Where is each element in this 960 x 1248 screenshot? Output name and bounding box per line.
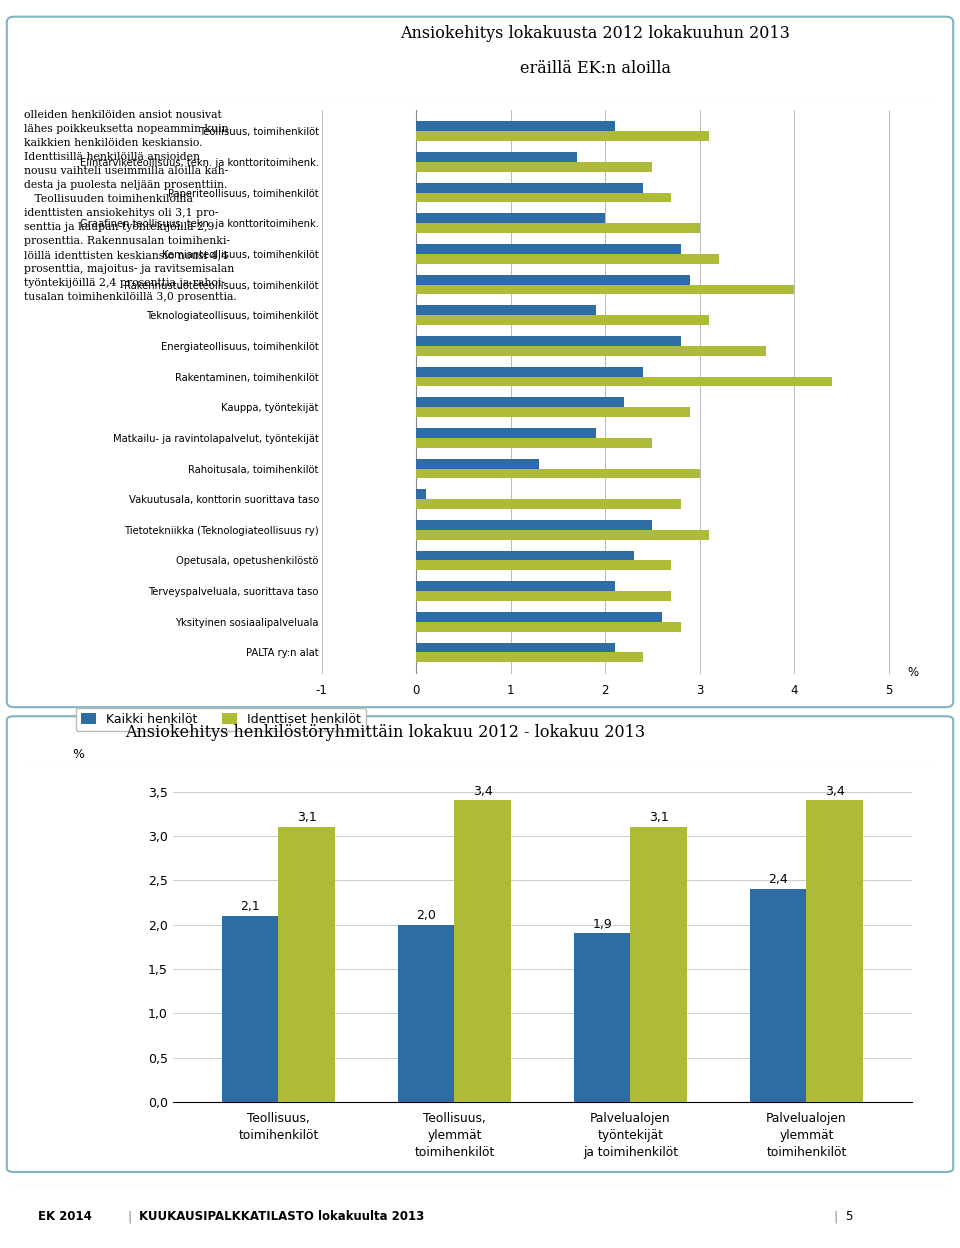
- Bar: [416, 285, 794, 295]
- Text: %: %: [907, 666, 919, 679]
- Bar: [416, 336, 681, 346]
- Bar: [416, 253, 719, 263]
- Legend: Kaikki henkilöt, Identtiset henkilöt: Kaikki henkilöt, Identtiset henkilöt: [76, 708, 366, 731]
- Bar: [416, 316, 709, 324]
- Bar: [416, 162, 653, 172]
- Bar: [416, 468, 700, 478]
- Text: EK 2014: EK 2014: [38, 1211, 92, 1223]
- FancyBboxPatch shape: [7, 716, 953, 1172]
- Text: 2,1: 2,1: [240, 900, 260, 914]
- Text: 2,0: 2,0: [417, 909, 436, 922]
- Bar: [416, 245, 681, 253]
- Bar: [416, 152, 577, 162]
- Bar: [416, 612, 661, 622]
- Text: KUUKAUSIPALKKATILASTO lokakuulta 2013: KUUKAUSIPALKKATILASTO lokakuulta 2013: [139, 1211, 424, 1223]
- Bar: [416, 582, 614, 592]
- Text: Ansiokehitys henkilöstöryhmittäin lokakuu 2012 - lokakuu 2013: Ansiokehitys henkilöstöryhmittäin lokaku…: [125, 724, 645, 741]
- Bar: [416, 459, 539, 468]
- Bar: [416, 643, 614, 653]
- Text: 1,9: 1,9: [592, 917, 612, 931]
- Bar: [416, 306, 596, 316]
- Bar: [574, 934, 631, 1102]
- Bar: [416, 275, 690, 285]
- Bar: [416, 213, 605, 223]
- Bar: [416, 367, 643, 377]
- Bar: [416, 131, 709, 141]
- Bar: [416, 428, 596, 438]
- Bar: [416, 192, 671, 202]
- Bar: [416, 377, 832, 387]
- Bar: [222, 916, 278, 1102]
- Bar: [416, 397, 624, 407]
- Bar: [398, 925, 454, 1102]
- Bar: [416, 182, 643, 192]
- Legend: Kaikki henkilöt, Identtiset henkilöt: Kaikki henkilöt, Identtiset henkilöt: [667, 719, 943, 741]
- Text: 3,4: 3,4: [825, 785, 845, 797]
- Bar: [416, 121, 614, 131]
- Bar: [750, 889, 806, 1102]
- Bar: [416, 346, 766, 356]
- Text: eräillä EK:n aloilla: eräillä EK:n aloilla: [519, 60, 671, 77]
- Text: 3,1: 3,1: [649, 811, 668, 825]
- Bar: [416, 653, 643, 663]
- Bar: [416, 592, 671, 602]
- Bar: [416, 499, 681, 509]
- Bar: [454, 800, 511, 1102]
- Text: 5: 5: [845, 1211, 852, 1223]
- FancyBboxPatch shape: [7, 16, 953, 708]
- Bar: [416, 438, 653, 448]
- Text: |: |: [128, 1211, 132, 1223]
- Bar: [278, 827, 335, 1102]
- Bar: [416, 530, 709, 539]
- Bar: [416, 223, 700, 233]
- Bar: [806, 800, 863, 1102]
- Bar: [416, 560, 671, 570]
- Bar: [416, 489, 425, 499]
- Bar: [631, 827, 686, 1102]
- Text: 3,1: 3,1: [297, 811, 317, 825]
- Bar: [416, 407, 690, 417]
- Text: Ansiokehitys lokakuusta 2012 lokakuuhun 2013: Ansiokehitys lokakuusta 2012 lokakuuhun …: [400, 25, 790, 42]
- Bar: [416, 622, 681, 631]
- Text: 2,4: 2,4: [768, 874, 788, 886]
- Text: 3,4: 3,4: [472, 785, 492, 797]
- Text: %: %: [72, 748, 84, 760]
- Text: |: |: [833, 1211, 837, 1223]
- Bar: [416, 520, 653, 530]
- Bar: [416, 550, 634, 560]
- Text: olleiden henkilöiden ansiot nousivat
lähes poikkeuksetta nopeammin kuin
kaikkien: olleiden henkilöiden ansiot nousivat läh…: [24, 110, 237, 302]
